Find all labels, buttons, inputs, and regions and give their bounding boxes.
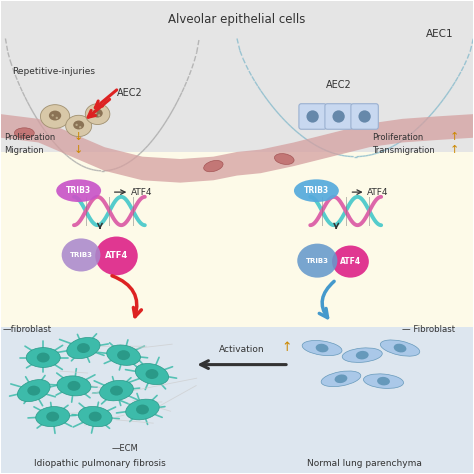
Circle shape (307, 110, 319, 123)
Ellipse shape (297, 244, 337, 278)
Ellipse shape (56, 179, 101, 202)
Ellipse shape (92, 109, 103, 118)
Ellipse shape (73, 120, 84, 129)
Text: ↑: ↑ (282, 341, 292, 354)
Ellipse shape (14, 128, 34, 138)
Ellipse shape (110, 386, 123, 396)
Ellipse shape (95, 237, 138, 275)
Text: AEC1: AEC1 (426, 29, 454, 39)
Circle shape (98, 114, 100, 117)
Circle shape (52, 114, 54, 117)
Text: ATF4: ATF4 (105, 251, 128, 260)
Circle shape (332, 110, 345, 123)
Ellipse shape (107, 345, 140, 365)
Text: —fibroblast: —fibroblast (3, 325, 52, 334)
Text: ATF4: ATF4 (131, 188, 152, 197)
Circle shape (55, 117, 58, 119)
Ellipse shape (146, 369, 158, 379)
Text: Repetitive-injuries: Repetitive-injuries (12, 67, 95, 76)
Ellipse shape (204, 161, 223, 172)
Ellipse shape (100, 381, 133, 401)
Ellipse shape (67, 381, 81, 391)
FancyBboxPatch shape (325, 104, 352, 129)
Text: ↑: ↑ (450, 132, 459, 142)
Ellipse shape (356, 351, 369, 359)
Ellipse shape (377, 377, 390, 385)
Ellipse shape (49, 110, 61, 120)
Circle shape (75, 124, 78, 126)
Text: TRIB3: TRIB3 (66, 186, 91, 195)
Text: —ECM: —ECM (112, 444, 138, 453)
Ellipse shape (136, 404, 149, 414)
Polygon shape (0, 114, 474, 182)
Text: ATF4: ATF4 (340, 257, 361, 266)
Ellipse shape (316, 344, 328, 352)
Ellipse shape (332, 246, 369, 278)
Text: Proliferation: Proliferation (372, 133, 423, 142)
Ellipse shape (321, 371, 361, 387)
Ellipse shape (302, 340, 342, 356)
Text: ↓: ↓ (74, 132, 83, 142)
Text: TRIB3: TRIB3 (304, 186, 329, 195)
Ellipse shape (36, 407, 70, 427)
Ellipse shape (364, 374, 403, 388)
Bar (0, 327, 474, 474)
Ellipse shape (66, 115, 91, 137)
Text: ATF4: ATF4 (367, 188, 389, 197)
Text: TRIB3: TRIB3 (306, 258, 329, 264)
Text: Normal lung parenchyma: Normal lung parenchyma (307, 459, 422, 468)
Bar (0, 152, 474, 327)
FancyBboxPatch shape (351, 104, 378, 129)
Ellipse shape (46, 411, 59, 421)
Text: Alveolar epithelial cells: Alveolar epithelial cells (168, 12, 306, 26)
Ellipse shape (89, 411, 102, 421)
Ellipse shape (135, 364, 169, 384)
Ellipse shape (67, 337, 100, 359)
Ellipse shape (26, 347, 60, 367)
Ellipse shape (274, 154, 294, 164)
Ellipse shape (342, 348, 382, 363)
Ellipse shape (294, 179, 339, 202)
Ellipse shape (78, 407, 112, 427)
Ellipse shape (117, 350, 130, 360)
Text: Migration: Migration (4, 146, 44, 155)
FancyBboxPatch shape (299, 104, 326, 129)
Bar (0, 0, 474, 152)
Text: Proliferation: Proliferation (4, 133, 56, 142)
Ellipse shape (57, 376, 91, 396)
Circle shape (94, 112, 97, 114)
Ellipse shape (77, 343, 90, 353)
Ellipse shape (40, 105, 70, 128)
Ellipse shape (37, 353, 50, 363)
Ellipse shape (85, 104, 110, 125)
Text: Transmigration: Transmigration (372, 146, 435, 155)
Circle shape (79, 126, 82, 128)
Ellipse shape (27, 386, 40, 396)
Ellipse shape (380, 340, 420, 356)
Text: AEC2: AEC2 (326, 81, 352, 91)
Text: ↓: ↓ (74, 145, 83, 155)
Ellipse shape (394, 344, 406, 353)
Text: TRIB3: TRIB3 (70, 252, 92, 258)
Text: ↑: ↑ (450, 145, 459, 155)
Ellipse shape (62, 238, 100, 272)
Text: — Fibroblast: — Fibroblast (402, 325, 456, 334)
Ellipse shape (335, 374, 347, 383)
Text: Idiopathic pulmonary fibrosis: Idiopathic pulmonary fibrosis (34, 459, 166, 468)
Ellipse shape (18, 380, 50, 401)
Text: Activation: Activation (219, 345, 264, 354)
Circle shape (358, 110, 371, 123)
Text: AEC2: AEC2 (117, 88, 142, 98)
Ellipse shape (126, 399, 159, 420)
